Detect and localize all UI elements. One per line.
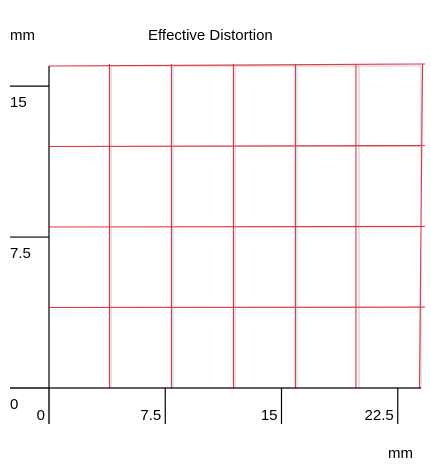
- distorted-line-vertical-5: [418, 63, 424, 389]
- x-tick-label: 22.5: [364, 407, 394, 424]
- x-tick-label: 7.5: [140, 407, 162, 424]
- distorted-line-horizontal-1: [48, 144, 426, 148]
- distorted-line-horizontal-0: [48, 63, 426, 67]
- x-axis-unit: mm: [388, 445, 413, 462]
- y-axis-unit: mm: [10, 27, 35, 44]
- y-tick-label: 0: [10, 396, 19, 413]
- x-tick-label: 15: [260, 407, 278, 424]
- x-tick-label: 0: [36, 407, 45, 424]
- y-tick-label: 7.5: [10, 245, 31, 263]
- chart-title: Effective Distortion: [148, 27, 273, 44]
- distorted-line-horizontal-2: [48, 225, 426, 228]
- y-tick-label: 15: [10, 94, 27, 112]
